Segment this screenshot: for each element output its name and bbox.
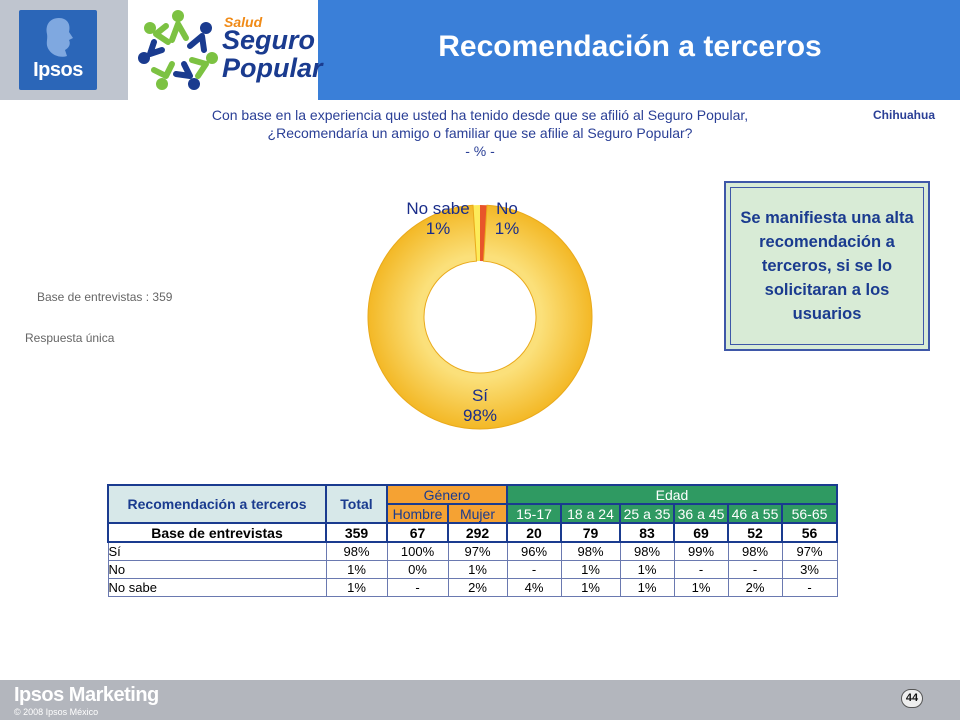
insight-callout: Se manifiesta una alta recomendación a t… xyxy=(724,181,930,351)
table-cell: 292 xyxy=(447,522,508,543)
slice-si xyxy=(367,204,593,430)
subheader-56-65: 56-65 xyxy=(781,503,838,524)
region-label: Chihuahua xyxy=(873,108,935,122)
table-cell: 97% xyxy=(781,541,838,561)
genero-header: Género xyxy=(386,484,508,505)
slice-label-value: 98% xyxy=(463,406,497,425)
logo-salud-text: Salud xyxy=(224,14,263,30)
page-title: Recomendación a terceros xyxy=(438,30,822,63)
table-cell: - xyxy=(386,578,449,597)
slice-label-value: 1% xyxy=(495,219,520,238)
crosstab-table: Recomendación a terceros Total Género Ed… xyxy=(107,484,838,597)
table-cell: 0% xyxy=(386,560,449,579)
edad-header: Edad xyxy=(506,484,838,505)
ipsos-logo: Ipsos xyxy=(19,10,97,90)
table-title: Recomendación a terceros xyxy=(107,484,327,524)
table-cell: 67 xyxy=(386,522,449,543)
table-row: Sí 98% 100% 97% 96% 98% 98% 99% 98% 97% xyxy=(107,541,838,561)
slice-label-value: 1% xyxy=(426,219,451,238)
insight-callout-text: Se manifiesta una alta recomendación a t… xyxy=(730,187,924,345)
table-cell: 79 xyxy=(560,522,621,543)
slice-no xyxy=(480,205,488,262)
table-cell: 2% xyxy=(727,578,783,597)
table-cell: 69 xyxy=(673,522,729,543)
ipsos-logo-tile: Ipsos xyxy=(0,0,128,100)
table-cell: 3% xyxy=(781,560,838,579)
subheader-25-35: 25 a 35 xyxy=(619,503,675,524)
table-row: No sabe 1% - 2% 4% 1% 1% 1% 2% - xyxy=(107,578,838,597)
table-cell: 1% xyxy=(325,560,388,579)
footer-brand: Ipsos Marketing xyxy=(14,684,159,706)
footer-copyright: © 2008 Ipsos México xyxy=(14,707,99,717)
table-cell: 359 xyxy=(325,522,388,543)
question-unit: - % - xyxy=(465,143,495,159)
question-line-2: ¿Recomendaría un amigo o familiar que se… xyxy=(267,125,693,141)
seguro-popular-logo: Salud Seguro Popular xyxy=(128,0,323,100)
logo-popular-text: Popular xyxy=(222,53,323,83)
table-cell: 98% xyxy=(560,541,621,561)
footer-bar: Ipsos Marketing © 2008 Ipsos México xyxy=(0,680,960,720)
subheader-18-24: 18 a 24 xyxy=(560,503,621,524)
table-cell: 98% xyxy=(727,541,783,561)
slice-no-sabe xyxy=(472,205,480,262)
base-note: Base de entrevistas : 359 xyxy=(37,290,173,304)
table-cell: 1% xyxy=(447,560,508,579)
table-cell: 20 xyxy=(506,522,562,543)
table-cell: 83 xyxy=(619,522,675,543)
table-cell: 52 xyxy=(727,522,783,543)
table-cell: 96% xyxy=(506,541,562,561)
table-cell: 1% xyxy=(560,560,621,579)
slice-label-category: Sí xyxy=(472,386,488,405)
ipsos-logo-text: Ipsos xyxy=(33,59,83,81)
row-label: Base de entrevistas xyxy=(107,522,327,543)
response-type-note: Respuesta única xyxy=(25,331,115,345)
page-number: 44 xyxy=(901,689,923,708)
table-cell: 4% xyxy=(506,578,562,597)
slice-label-category: No sabe xyxy=(406,199,469,218)
table-cell: - xyxy=(781,578,838,597)
table-row: No 1% 0% 1% - 1% 1% - - 3% xyxy=(107,560,838,579)
table-cell: 1% xyxy=(560,578,621,597)
table-cell: 97% xyxy=(447,541,508,561)
subheader-mujer: Mujer xyxy=(447,503,508,524)
logo-seguro-text: Seguro xyxy=(222,25,316,55)
table-cell: - xyxy=(727,560,783,579)
row-label: Sí xyxy=(107,541,327,561)
table-cell: - xyxy=(673,560,729,579)
people-circle-icon xyxy=(138,10,218,90)
table-cell: 98% xyxy=(619,541,675,561)
slice-label-category: No xyxy=(496,199,518,218)
face-profile-icon xyxy=(46,18,73,57)
row-label: No xyxy=(107,560,327,579)
subheader-15-17: 15-17 xyxy=(506,503,562,524)
table-cell: - xyxy=(506,560,562,579)
subheader-36-45: 36 a 45 xyxy=(673,503,729,524)
question-line-1: Con base en la experiencia que usted ha … xyxy=(211,107,749,123)
table-cell: 1% xyxy=(673,578,729,597)
table-row-base: Base de entrevistas 359 67 292 20 79 83 … xyxy=(107,522,838,543)
table-cell: 99% xyxy=(673,541,729,561)
table-cell: 56 xyxy=(781,522,838,543)
table-cell: 1% xyxy=(325,578,388,597)
table-cell: 1% xyxy=(619,560,675,579)
subheader-46-55: 46 a 55 xyxy=(727,503,783,524)
row-label: No sabe xyxy=(107,578,327,597)
table-cell: 100% xyxy=(386,541,449,561)
table-cell: 1% xyxy=(619,578,675,597)
table-cell: 98% xyxy=(325,541,388,561)
table-cell: 2% xyxy=(447,578,508,597)
total-header: Total xyxy=(325,484,388,524)
subheader-hombre: Hombre xyxy=(386,503,449,524)
